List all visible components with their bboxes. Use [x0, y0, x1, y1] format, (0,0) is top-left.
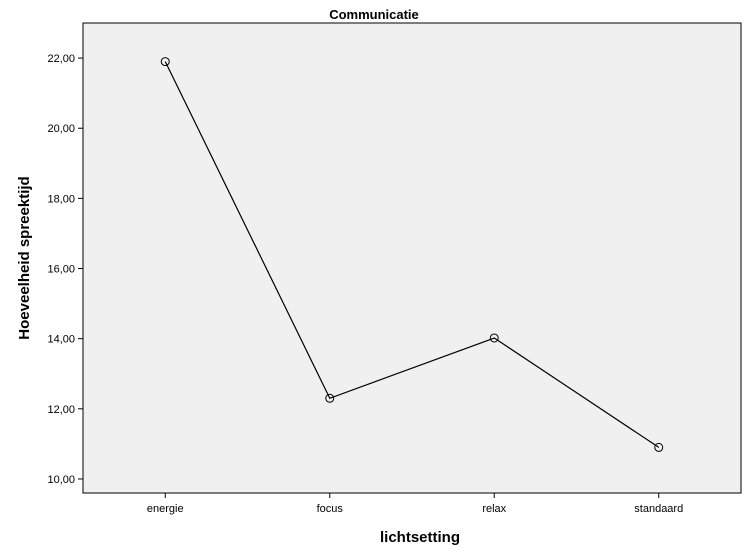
x-tick-label: relax — [482, 503, 506, 515]
x-axis-title: lichtsetting — [380, 529, 460, 546]
y-axis-title: Hoeveelheid spreektijd — [16, 176, 33, 339]
data-point — [325, 393, 335, 403]
series-group — [160, 57, 664, 452]
x-tick-label: focus — [317, 503, 344, 515]
x-axis: energie focus relax standaard — [147, 493, 683, 515]
series-line — [164, 61, 660, 448]
data-point — [654, 442, 664, 452]
y-tick-label: 18,00 — [47, 193, 75, 205]
y-tick-label: 20,00 — [47, 123, 75, 135]
y-axis: 10,00 12,00 14,00 16,00 18,00 20,00 22,00 — [47, 53, 83, 486]
plot-area — [82, 22, 742, 494]
chart-title: Communicatie — [329, 7, 419, 22]
x-tick-label: standaard — [634, 503, 683, 515]
data-point — [489, 333, 499, 343]
y-tick-label: 14,00 — [47, 334, 75, 346]
x-tick-label: energie — [147, 503, 184, 515]
y-tick-label: 22,00 — [47, 53, 75, 65]
y-tick-label: 10,00 — [47, 474, 75, 486]
y-tick-label: 12,00 — [47, 404, 75, 416]
y-tick-label: 16,00 — [47, 264, 75, 276]
data-point — [160, 57, 170, 67]
